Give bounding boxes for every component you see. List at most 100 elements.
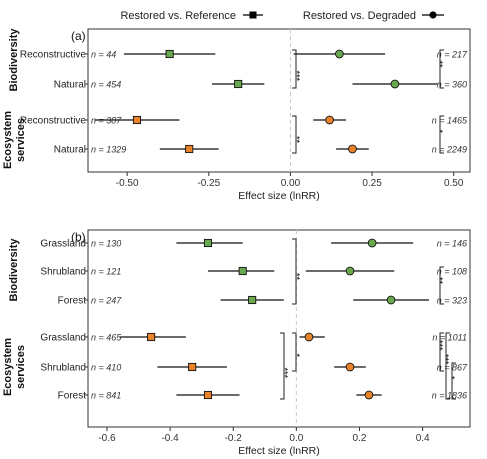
- n-label-restored-vs-degraded-biodiversity-forest: n = 323: [437, 296, 467, 306]
- point-square-restored-vs-reference-biodiversity-natural: [234, 79, 243, 89]
- significance-bracket: [445, 332, 450, 400]
- group-label-ecosystem-services: Ecosystemservices: [2, 111, 27, 169]
- x-tick-label: -0.2: [225, 433, 243, 444]
- group-label-word: services: [15, 118, 27, 162]
- legend-square-marker: [249, 11, 257, 19]
- point-circle-restored-vs-degraded-ecosystem-services-forest: [364, 390, 374, 400]
- point-circle-restored-vs-degraded-ecosystem-services-shrubland: [345, 362, 355, 372]
- row-label-shrubland: Shrubland: [40, 363, 86, 374]
- row-label-natural: Natural: [54, 145, 86, 156]
- n-label-restored-vs-reference-biodiversity-natural: n = 454: [91, 80, 121, 90]
- x-tick-label: 0.50: [444, 178, 464, 189]
- significance-bracket: [439, 49, 444, 89]
- point-circle-restored-vs-degraded-biodiversity-forest: [386, 295, 396, 305]
- n-label-restored-vs-degraded-ecosystem-services-natural: n = 2249: [432, 145, 467, 155]
- n-label-restored-vs-degraded-ecosystem-services-reconstructive: n = 1465: [432, 116, 468, 126]
- row-label-forest: Forest: [58, 296, 87, 307]
- n-label-restored-vs-reference-biodiversity-reconstructive: n = 44: [91, 50, 116, 60]
- row-label-natural: Natural: [54, 80, 86, 91]
- n-label-restored-vs-degraded-ecosystem-services-grassland: n = 1011: [432, 333, 467, 343]
- n-label-restored-vs-reference-ecosystem-services-grassland: n = 465: [91, 333, 122, 343]
- legend-circle-marker: [429, 11, 437, 19]
- significance-label: *: [292, 354, 302, 358]
- row-label-reconstructive: Reconstructive: [20, 116, 87, 127]
- significance-bracket: [292, 332, 297, 372]
- significance-label: ***: [441, 354, 451, 365]
- plot-frame: [87, 229, 471, 428]
- significance-label: *: [435, 129, 445, 133]
- x-tick-label: -0.50: [116, 178, 139, 189]
- significance-bracket: [292, 115, 297, 154]
- point-square-restored-vs-reference-biodiversity-reconstructive: [165, 49, 174, 59]
- point-square-restored-vs-reference-ecosystem-services-natural: [185, 144, 194, 154]
- row-label-grassland: Grassland: [40, 333, 86, 344]
- point-square-restored-vs-reference-biodiversity-forest: [248, 295, 257, 305]
- point-circle-restored-vs-degraded-biodiversity-reconstructive: [335, 49, 344, 59]
- x-axis-title: Effect size (lnRR): [238, 190, 320, 202]
- significance-label: **: [435, 60, 445, 68]
- group-label-biodiversity: Biodiversity: [8, 238, 20, 302]
- n-label-restored-vs-degraded-biodiversity-shrubland: n = 108: [437, 267, 467, 277]
- n-label-restored-vs-reference-ecosystem-services-reconstructive: n = 387: [91, 116, 122, 126]
- plot-frame: [87, 28, 471, 173]
- n-label-restored-vs-degraded-biodiversity-grassland: n = 146: [437, 239, 467, 249]
- n-label-restored-vs-reference-ecosystem-services-natural: n = 1329: [91, 145, 126, 155]
- group-label-biodiversity: Biodiversity: [8, 28, 20, 92]
- significance-label: **: [292, 136, 302, 144]
- x-tick-label: -0.4: [161, 433, 179, 444]
- point-square-restored-vs-reference-ecosystem-services-shrubland: [188, 362, 197, 372]
- n-label-restored-vs-reference-ecosystem-services-forest: n = 841: [91, 391, 121, 401]
- significance-label: *: [447, 376, 457, 380]
- x-tick-label: 0.4: [416, 433, 430, 444]
- n-label-restored-vs-degraded-ecosystem-services-forest: n = 1836: [432, 391, 467, 401]
- point-square-restored-vs-reference-ecosystem-services-forest: [203, 390, 213, 400]
- point-square-restored-vs-reference-ecosystem-services-grassland: [147, 332, 156, 342]
- x-tick-label: -0.25: [197, 178, 220, 189]
- significance-bracket: [292, 238, 297, 305]
- point-square-restored-vs-reference-biodiversity-shrubland: [238, 266, 247, 276]
- significance-bracket: [280, 332, 285, 400]
- significance-bracket: [439, 115, 444, 154]
- row-label-shrubland: Shrubland: [40, 267, 86, 278]
- x-axis-title: Effect size (lnRR): [238, 445, 320, 457]
- point-circle-restored-vs-degraded-ecosystem-services-natural: [348, 144, 357, 154]
- x-tick-label: -0.6: [98, 433, 116, 444]
- legend-label-degraded: Restored vs. Degraded: [303, 10, 416, 22]
- row-label-forest: Forest: [58, 391, 87, 402]
- n-label-restored-vs-reference-biodiversity-shrubland: n = 121: [91, 267, 121, 277]
- significance-label: ***: [280, 368, 290, 379]
- row-label-grassland: Grassland: [40, 239, 86, 250]
- significance-bracket: [439, 332, 444, 372]
- legend: Restored vs. Reference Restored vs. Degr…: [120, 10, 444, 22]
- panel-label: (a): [71, 29, 86, 43]
- significance-label: **: [292, 273, 302, 281]
- group-label-ecosystem-services: Ecosystemservices: [2, 338, 27, 396]
- point-circle-restored-vs-degraded-biodiversity-shrubland: [345, 266, 355, 276]
- point-circle-restored-vs-degraded-ecosystem-services-reconstructive: [325, 115, 334, 125]
- group-label-word: services: [15, 345, 27, 389]
- x-tick-label: 0.2: [353, 433, 367, 444]
- point-circle-restored-vs-degraded-biodiversity-natural: [390, 79, 400, 89]
- row-label-reconstructive: Reconstructive: [20, 50, 87, 61]
- n-label-restored-vs-reference-ecosystem-services-shrubland: n = 410: [91, 363, 121, 373]
- legend-label-reference: Restored vs. Reference: [120, 10, 236, 22]
- n-label-restored-vs-reference-biodiversity-grassland: n = 130: [91, 239, 121, 249]
- point-circle-restored-vs-degraded-ecosystem-services-grassland: [304, 332, 314, 342]
- significance-bracket: [439, 266, 444, 305]
- n-label-restored-vs-degraded-biodiversity-reconstructive: n = 217: [437, 50, 468, 60]
- significance-bracket: [292, 49, 297, 89]
- point-circle-restored-vs-degraded-biodiversity-grassland: [367, 238, 377, 248]
- n-label-restored-vs-reference-biodiversity-forest: n = 247: [91, 296, 122, 306]
- panel-label: (b): [71, 230, 86, 244]
- x-tick-label: 0.00: [281, 178, 301, 189]
- significance-label: ***: [292, 71, 302, 82]
- group-label-word: Ecosystem: [2, 338, 14, 396]
- group-label-word: Ecosystem: [2, 111, 14, 169]
- point-square-restored-vs-reference-ecosystem-services-reconstructive: [132, 115, 142, 125]
- significance-bracket: [451, 362, 456, 400]
- x-tick-label: 0.0: [289, 433, 303, 444]
- point-square-restored-vs-reference-biodiversity-grassland: [203, 238, 213, 248]
- panel-b: (b) -0.6 -0.4 -0.2 0.0 0.2 0.4 Effect size (lnR…: [2, 229, 471, 457]
- significance-label: **: [435, 277, 445, 285]
